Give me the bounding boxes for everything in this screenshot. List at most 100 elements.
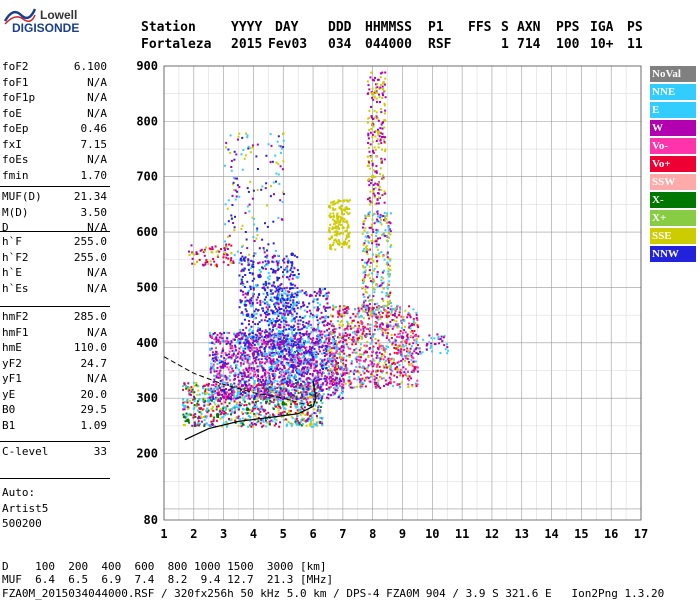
echo-point	[405, 344, 408, 347]
echo-point	[365, 333, 368, 335]
echo-point	[360, 337, 363, 340]
echo-point	[323, 352, 326, 355]
echo-point	[246, 367, 249, 370]
echo-point	[233, 411, 236, 414]
echo-point	[254, 317, 257, 320]
echo-point	[369, 310, 372, 313]
echo-point	[340, 335, 343, 338]
echo-point	[237, 376, 240, 379]
echo-point	[369, 337, 372, 340]
echo-point	[273, 415, 276, 417]
echo-point	[348, 244, 351, 247]
echo-point	[216, 405, 218, 408]
echo-point	[319, 409, 322, 412]
echo-point	[280, 320, 283, 323]
echo-point	[289, 306, 292, 308]
echo-point	[325, 306, 327, 309]
echo-point	[252, 334, 255, 337]
echo-point	[297, 382, 300, 385]
echo-point	[316, 328, 319, 330]
echo-point	[361, 366, 364, 369]
header-value-axn: 714	[517, 37, 541, 52]
echo-point	[256, 330, 259, 333]
echo-point	[328, 323, 331, 326]
echo-point	[289, 310, 291, 313]
echo-point	[255, 339, 258, 342]
echo-point	[298, 356, 300, 359]
echo-point	[203, 404, 206, 407]
echo-point	[414, 348, 417, 351]
echo-point	[323, 341, 326, 344]
echo-point	[280, 330, 283, 333]
echo-point	[326, 322, 329, 325]
echo-point	[232, 397, 235, 400]
echo-point	[283, 327, 286, 330]
echo-point	[212, 332, 215, 335]
echo-point	[322, 288, 324, 291]
echo-point	[373, 328, 376, 331]
echo-point	[312, 425, 315, 428]
echo-point	[241, 359, 244, 362]
echo-point	[339, 348, 342, 351]
echo-point	[366, 304, 369, 307]
echo-point	[302, 333, 305, 335]
echo-point	[339, 366, 342, 369]
echo-point	[197, 403, 200, 406]
echo-point	[381, 312, 384, 314]
echo-point	[275, 397, 278, 400]
echo-point	[326, 352, 329, 355]
echo-point	[332, 371, 334, 374]
echo-point	[296, 294, 299, 297]
echo-point	[317, 376, 320, 379]
echo-point	[343, 213, 346, 216]
echo-point	[240, 300, 243, 303]
echo-point	[389, 368, 392, 371]
echo-point	[308, 423, 311, 426]
echo-point	[220, 385, 223, 388]
echo-point	[319, 396, 322, 399]
echo-point	[299, 315, 301, 318]
echo-point	[363, 280, 366, 283]
echo-point	[310, 362, 313, 365]
echo-point	[335, 351, 337, 354]
echo-point	[351, 386, 354, 389]
echo-point	[300, 371, 302, 374]
echo-point	[385, 292, 388, 295]
echo-point	[365, 376, 368, 379]
echo-point	[205, 415, 208, 418]
echo-point	[233, 396, 236, 399]
echo-point	[399, 351, 402, 354]
echo-point	[352, 336, 355, 339]
echo-point	[295, 368, 298, 370]
x-tick-label: 5	[280, 527, 287, 541]
echo-point	[317, 386, 320, 389]
echo-point	[314, 377, 316, 380]
echo-point	[283, 396, 285, 399]
echo-point	[377, 318, 380, 321]
echo-point	[267, 272, 270, 274]
echo-point	[299, 420, 302, 423]
echo-point	[286, 379, 289, 381]
echo-point	[302, 380, 304, 383]
echo-point	[330, 245, 333, 248]
echo-point	[226, 381, 229, 384]
echo-point	[227, 368, 230, 371]
echo-point	[346, 306, 349, 309]
echo-point	[326, 382, 329, 384]
echo-point	[282, 388, 285, 391]
echo-point	[210, 393, 213, 396]
echo-point	[277, 332, 280, 335]
echo-point	[251, 423, 254, 426]
echo-point	[390, 311, 393, 314]
echo-point	[330, 324, 333, 327]
echo-point	[343, 380, 345, 383]
echo-point	[307, 381, 310, 384]
echo-point	[338, 215, 341, 218]
echo-point	[307, 388, 310, 391]
header-value-p1: RSF	[428, 37, 452, 52]
echo-point	[364, 308, 367, 311]
echo-point	[303, 326, 306, 328]
echo-point	[197, 422, 200, 425]
echo-point	[204, 400, 207, 403]
echo-point	[310, 425, 313, 428]
